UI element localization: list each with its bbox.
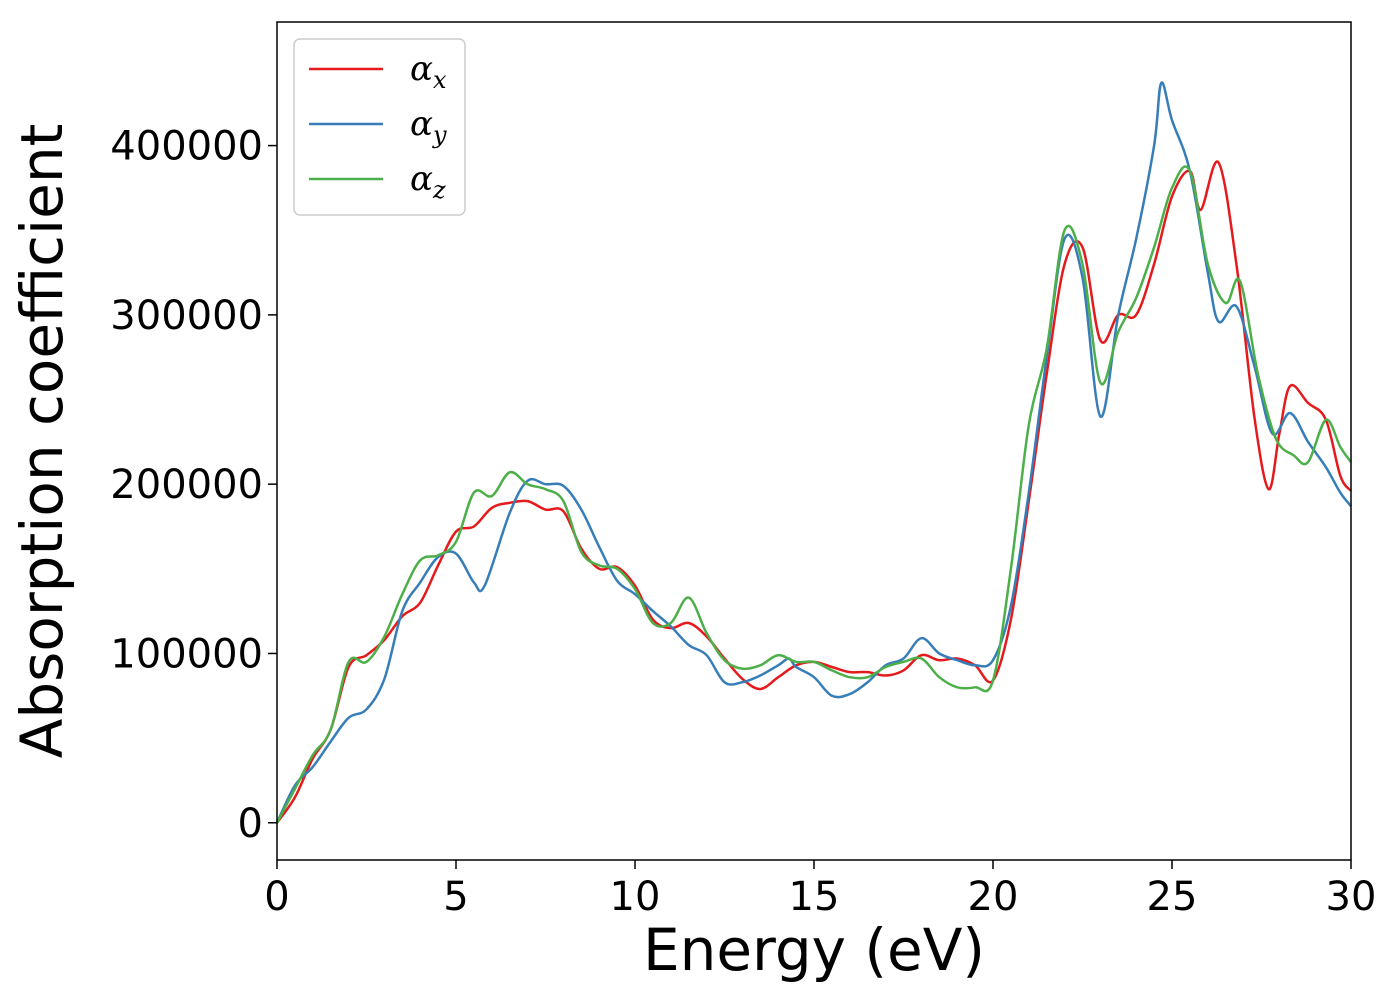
x-axis-label: Energy (eV) [643, 916, 985, 984]
x-tick-label: 5 [443, 874, 468, 920]
legend-symbol: α [410, 49, 433, 89]
series-line-z [275, 165, 1353, 824]
x-tick-label: 10 [610, 874, 661, 920]
x-tick-label: 25 [1147, 874, 1198, 920]
y-axis-ticks: 0 100000 200000 300000 400000 [110, 124, 277, 847]
legend-label-y: αy [410, 104, 447, 149]
y-tick-label: 0 [238, 801, 263, 847]
y-tick-label: 200000 [110, 462, 263, 508]
y-tick-label: 400000 [110, 124, 263, 170]
series-layer [275, 81, 1353, 824]
legend-symbol: α [410, 159, 433, 199]
x-tick-label: 30 [1326, 874, 1377, 920]
y-tick-label: 100000 [110, 631, 263, 677]
series-line-y [275, 81, 1352, 824]
legend-subscript: y [432, 121, 447, 149]
x-tick-label: 15 [789, 874, 840, 920]
legend-box [293, 38, 466, 216]
legend-label-z: αz [410, 159, 446, 204]
legend-label-x: αx [410, 49, 447, 94]
x-axis-ticks: 0 5 10 15 20 25 30 [264, 860, 1376, 920]
y-tick-label: 300000 [110, 293, 263, 339]
legend-subscript: z [432, 176, 446, 204]
series-line-x [275, 160, 1353, 824]
x-tick-label: 0 [264, 874, 289, 920]
x-tick-label: 20 [968, 874, 1019, 920]
legend-symbol: α [410, 104, 433, 144]
legend-subscript: x [433, 66, 447, 94]
y-axis-label: Absorption coefficient [8, 124, 76, 759]
